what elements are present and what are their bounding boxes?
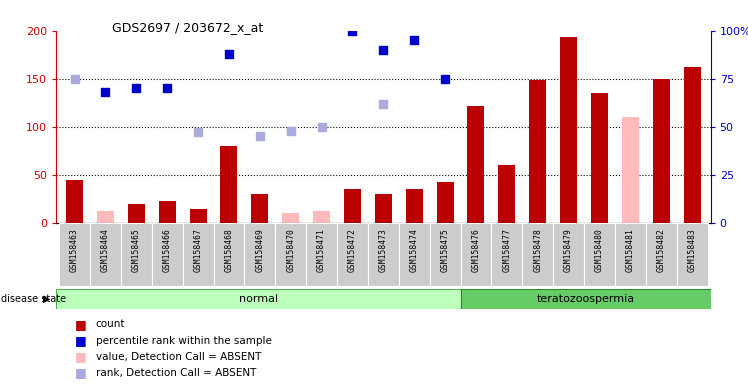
FancyBboxPatch shape xyxy=(368,223,399,286)
Point xyxy=(69,8,81,15)
Text: disease state: disease state xyxy=(1,294,66,304)
Bar xyxy=(560,38,577,223)
Bar xyxy=(313,211,330,223)
FancyBboxPatch shape xyxy=(213,223,245,286)
Bar xyxy=(498,165,515,223)
Point xyxy=(69,76,81,82)
FancyBboxPatch shape xyxy=(245,223,275,286)
Text: GSM158466: GSM158466 xyxy=(163,228,172,271)
FancyBboxPatch shape xyxy=(59,223,90,286)
Text: GSM158475: GSM158475 xyxy=(441,228,450,271)
Text: GSM158473: GSM158473 xyxy=(378,228,388,271)
Text: ■: ■ xyxy=(75,350,87,363)
Bar xyxy=(462,289,711,309)
Text: percentile rank within the sample: percentile rank within the sample xyxy=(96,336,272,346)
FancyBboxPatch shape xyxy=(275,223,306,286)
Text: GSM158464: GSM158464 xyxy=(101,228,110,271)
Bar xyxy=(251,194,269,223)
FancyBboxPatch shape xyxy=(554,223,584,286)
Bar xyxy=(344,189,361,223)
FancyBboxPatch shape xyxy=(90,223,121,286)
Bar xyxy=(190,209,206,223)
Bar xyxy=(375,194,392,223)
Text: GDS2697 / 203672_x_at: GDS2697 / 203672_x_at xyxy=(112,21,263,34)
Bar xyxy=(97,211,114,223)
Text: GSM158463: GSM158463 xyxy=(70,228,79,271)
Bar xyxy=(159,200,176,223)
Point xyxy=(130,85,142,91)
Text: GSM158467: GSM158467 xyxy=(194,228,203,271)
Text: GSM158483: GSM158483 xyxy=(687,228,696,271)
Bar xyxy=(530,80,546,223)
FancyBboxPatch shape xyxy=(615,223,646,286)
Bar xyxy=(437,182,453,223)
Text: GSM158481: GSM158481 xyxy=(626,228,635,271)
Point xyxy=(377,101,389,107)
FancyBboxPatch shape xyxy=(306,223,337,286)
FancyBboxPatch shape xyxy=(121,223,152,286)
Bar xyxy=(405,189,423,223)
Point xyxy=(346,28,358,34)
Point xyxy=(223,51,235,57)
Point xyxy=(99,89,111,95)
FancyBboxPatch shape xyxy=(677,223,708,286)
Bar xyxy=(282,213,299,223)
Point xyxy=(377,47,389,53)
Text: ▶: ▶ xyxy=(43,294,51,304)
Text: rank, Detection Call = ABSENT: rank, Detection Call = ABSENT xyxy=(96,368,256,378)
FancyBboxPatch shape xyxy=(522,223,554,286)
FancyBboxPatch shape xyxy=(152,223,183,286)
FancyBboxPatch shape xyxy=(584,223,615,286)
Bar xyxy=(622,117,639,223)
FancyBboxPatch shape xyxy=(183,223,213,286)
Point xyxy=(439,76,451,82)
Text: GSM158480: GSM158480 xyxy=(595,228,604,271)
Text: GSM158471: GSM158471 xyxy=(317,228,326,271)
Point xyxy=(254,133,266,139)
Text: value, Detection Call = ABSENT: value, Detection Call = ABSENT xyxy=(96,352,261,362)
Text: GSM158472: GSM158472 xyxy=(348,228,357,271)
FancyBboxPatch shape xyxy=(429,223,461,286)
Bar xyxy=(468,106,485,223)
Text: teratozoospermia: teratozoospermia xyxy=(537,294,635,304)
Bar xyxy=(684,67,701,223)
Text: GSM158478: GSM158478 xyxy=(533,228,542,271)
Text: GSM158476: GSM158476 xyxy=(471,228,480,271)
Text: GSM158468: GSM158468 xyxy=(224,228,233,271)
Text: ■: ■ xyxy=(75,334,87,347)
FancyBboxPatch shape xyxy=(491,223,522,286)
Text: count: count xyxy=(96,319,125,329)
Text: GSM158465: GSM158465 xyxy=(132,228,141,271)
Text: GSM158469: GSM158469 xyxy=(255,228,264,271)
Text: GSM158479: GSM158479 xyxy=(564,228,573,271)
Bar xyxy=(66,180,83,223)
Bar xyxy=(591,93,608,223)
Point xyxy=(285,127,297,134)
FancyBboxPatch shape xyxy=(461,223,491,286)
FancyBboxPatch shape xyxy=(646,223,677,286)
Text: GSM158470: GSM158470 xyxy=(286,228,295,271)
Bar xyxy=(128,204,145,223)
Text: GSM158477: GSM158477 xyxy=(503,228,512,271)
Text: GSM158482: GSM158482 xyxy=(657,228,666,271)
FancyBboxPatch shape xyxy=(399,223,429,286)
Point xyxy=(408,37,420,43)
Text: GSM158474: GSM158474 xyxy=(410,228,419,271)
Point xyxy=(162,85,174,91)
Text: normal: normal xyxy=(239,294,278,304)
Bar xyxy=(221,146,237,223)
Bar xyxy=(56,289,462,309)
Point xyxy=(192,129,204,136)
Point xyxy=(316,124,328,130)
FancyBboxPatch shape xyxy=(337,223,368,286)
Text: ■: ■ xyxy=(75,366,87,379)
Bar xyxy=(653,79,669,223)
Text: ■: ■ xyxy=(75,318,87,331)
